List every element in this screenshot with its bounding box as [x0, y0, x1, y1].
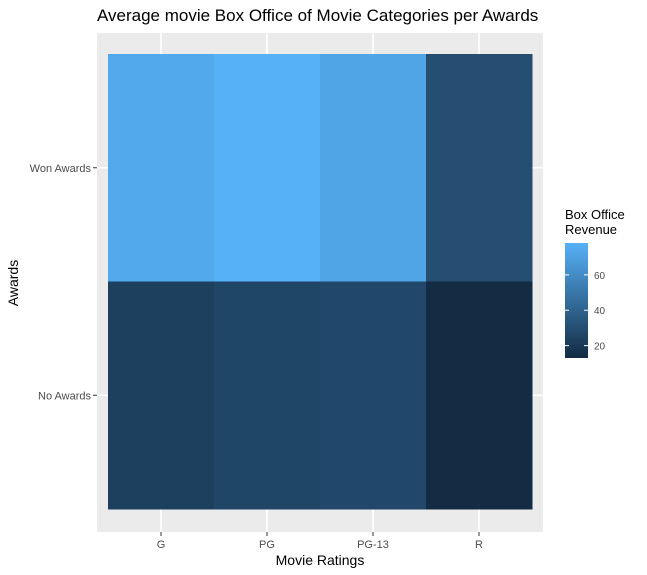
tile-no-awards-pg-13 — [320, 281, 427, 510]
color-legend: Box Office Revenue 20 40 60 — [565, 207, 625, 358]
y-tick-label-won-awards: Won Awards — [30, 163, 92, 175]
legend-ticks: 20 40 60 — [565, 271, 606, 353]
tile-no-awards-g — [108, 281, 215, 510]
y-axis-title: Awards — [5, 260, 21, 306]
tile-won-awards-r — [426, 54, 533, 282]
tile-no-awards-pg — [214, 281, 321, 510]
legend-tick-label-60: 60 — [594, 271, 606, 282]
x-axis: G PG PG-13 R — [157, 532, 483, 551]
tile-won-awards-g — [108, 54, 215, 282]
x-axis-title: Movie Ratings — [276, 552, 365, 568]
tile-won-awards-pg-13 — [320, 54, 427, 282]
y-axis: Won Awards No Awards — [30, 163, 97, 402]
legend-title-line-1: Box Office — [565, 207, 625, 222]
tile-won-awards-pg — [214, 54, 321, 282]
legend-tick-label-20: 20 — [594, 342, 606, 353]
heatmap-tiles — [108, 54, 533, 510]
x-tick-label-pg-13: PG-13 — [357, 539, 389, 551]
x-tick-label-g: G — [157, 539, 166, 551]
tile-no-awards-r — [426, 281, 533, 510]
legend-tick-label-40: 40 — [594, 306, 606, 317]
chart-title: Average movie Box Office of Movie Catego… — [97, 6, 538, 25]
legend-colorbar — [565, 243, 588, 358]
y-tick-label-no-awards: No Awards — [38, 390, 91, 402]
x-tick-label-r: R — [475, 539, 483, 551]
x-tick-label-pg: PG — [259, 539, 275, 551]
legend-title-line-2: Revenue — [565, 222, 617, 237]
